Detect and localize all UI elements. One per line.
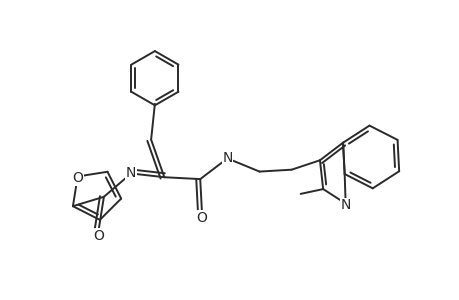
Text: N: N (126, 167, 136, 181)
Text: O: O (72, 172, 83, 185)
Text: N: N (222, 152, 232, 165)
Text: N: N (340, 199, 350, 212)
Text: O: O (93, 229, 103, 242)
Text: O: O (196, 211, 207, 225)
